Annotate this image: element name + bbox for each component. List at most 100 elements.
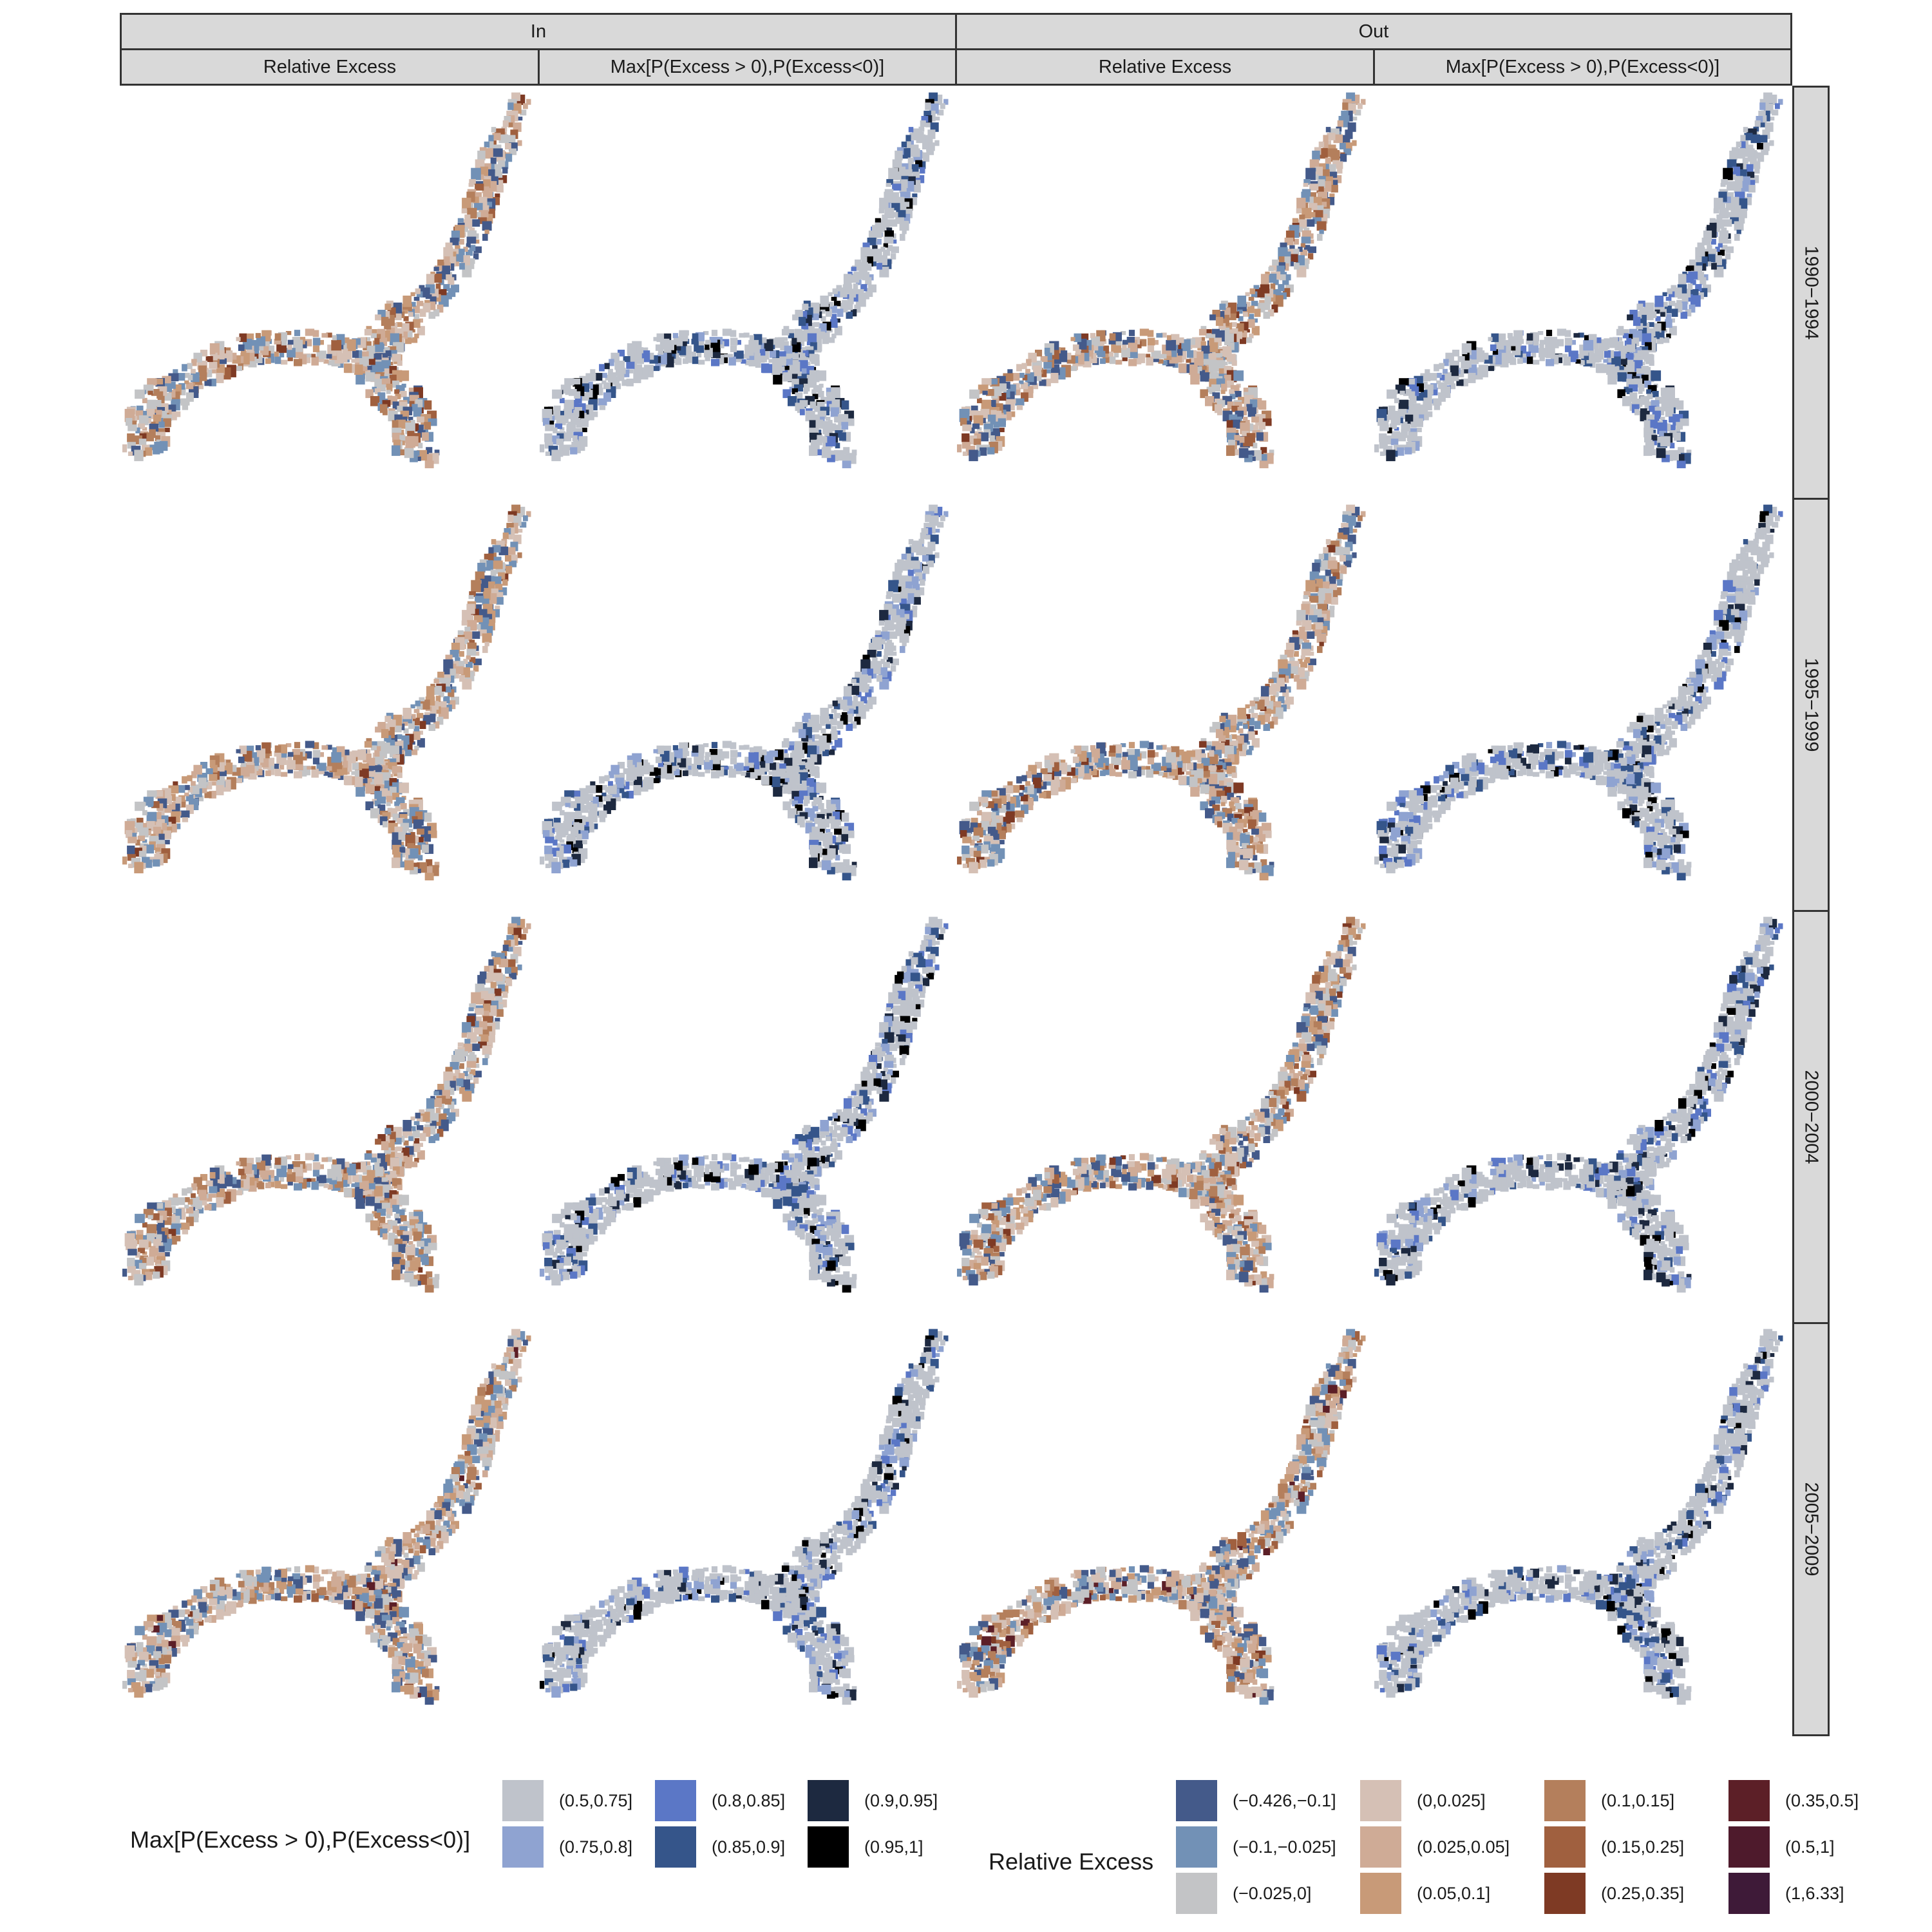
map-region xyxy=(795,392,803,402)
map-region xyxy=(384,323,392,330)
map-region xyxy=(1643,354,1653,362)
map-region xyxy=(459,675,465,682)
map-region xyxy=(1237,296,1247,307)
map-region xyxy=(599,405,606,410)
facet-label-row-2000: 2000−2004 xyxy=(1801,1070,1822,1164)
map-region xyxy=(455,657,460,661)
map-region xyxy=(573,378,581,384)
map-region xyxy=(1648,734,1654,739)
map-region xyxy=(485,581,495,589)
map-region xyxy=(867,238,876,245)
map-region xyxy=(990,400,996,408)
map-region xyxy=(1667,868,1673,873)
map-region xyxy=(691,751,699,757)
map-region xyxy=(1636,715,1643,723)
map-region xyxy=(475,1008,484,1015)
map-region xyxy=(540,857,545,865)
map-region xyxy=(1248,314,1255,320)
map-region xyxy=(1209,388,1215,394)
map-region xyxy=(1740,547,1746,554)
map-region xyxy=(730,750,738,758)
map-region xyxy=(1665,708,1672,714)
map-region xyxy=(1589,361,1596,368)
map-region xyxy=(926,560,934,567)
map-region xyxy=(312,330,319,337)
map-region xyxy=(454,674,459,679)
map-region xyxy=(392,792,400,800)
map-region xyxy=(1243,829,1248,833)
map-region xyxy=(1746,164,1754,173)
map-region xyxy=(1687,294,1693,302)
map-region xyxy=(1237,828,1242,834)
map-region xyxy=(883,655,888,660)
map-region xyxy=(1416,840,1422,845)
map-region xyxy=(1651,842,1656,848)
map-region xyxy=(813,384,822,393)
facet-strip-out: Out xyxy=(955,13,1792,50)
map-region xyxy=(1675,841,1680,846)
map-region xyxy=(374,773,383,784)
map-region xyxy=(1647,384,1657,393)
map-region xyxy=(573,410,580,417)
map-region xyxy=(1196,763,1204,769)
map-region xyxy=(783,738,790,743)
map-region xyxy=(576,822,585,832)
map-region xyxy=(491,553,497,559)
map-region xyxy=(717,753,724,761)
map-region xyxy=(403,809,412,816)
map-region xyxy=(1244,813,1249,819)
map-region xyxy=(1298,247,1303,252)
map-region xyxy=(1205,333,1211,339)
map-region xyxy=(544,442,553,449)
map-region xyxy=(406,330,413,339)
map-region xyxy=(1450,365,1459,376)
map-region xyxy=(1120,331,1126,336)
map-region xyxy=(1667,456,1673,461)
map-region xyxy=(415,399,423,408)
map-region xyxy=(1757,555,1763,562)
map-region xyxy=(433,267,439,271)
map-region xyxy=(790,353,799,360)
map-region xyxy=(855,295,866,307)
map-region xyxy=(1211,334,1216,339)
map-region xyxy=(1651,449,1656,455)
map-region xyxy=(305,328,315,336)
map-region xyxy=(841,422,849,430)
map-region xyxy=(791,388,798,394)
map-region xyxy=(246,745,254,752)
map-region xyxy=(1718,249,1725,256)
map-region xyxy=(467,230,477,238)
map-region xyxy=(1644,401,1651,410)
map-region xyxy=(886,657,893,663)
map-region xyxy=(1227,439,1236,449)
map-region xyxy=(1378,830,1385,838)
map-region xyxy=(191,359,197,366)
map-region xyxy=(1044,760,1050,766)
map-region xyxy=(1327,148,1338,157)
map-region xyxy=(523,927,528,934)
map-region xyxy=(361,351,369,357)
map-region xyxy=(734,355,742,363)
map-region xyxy=(423,429,428,434)
map-region xyxy=(428,723,436,731)
map-region xyxy=(1070,337,1075,341)
map-region xyxy=(1208,353,1217,360)
map-region xyxy=(1641,374,1649,384)
map-region xyxy=(824,431,832,439)
map-region xyxy=(1660,387,1668,396)
map-region xyxy=(368,357,375,365)
map-region xyxy=(909,148,920,157)
map-region xyxy=(852,706,858,714)
map-region xyxy=(209,760,216,766)
map-region xyxy=(596,795,603,802)
map-region xyxy=(1490,344,1497,351)
map-region xyxy=(1725,212,1733,218)
map-region xyxy=(801,735,809,742)
map-region xyxy=(1665,731,1672,740)
map-region xyxy=(788,333,794,339)
map-region xyxy=(408,387,416,396)
map-region xyxy=(899,598,907,605)
map-region xyxy=(1208,765,1217,772)
map-region xyxy=(428,311,436,319)
map-region xyxy=(676,345,681,351)
